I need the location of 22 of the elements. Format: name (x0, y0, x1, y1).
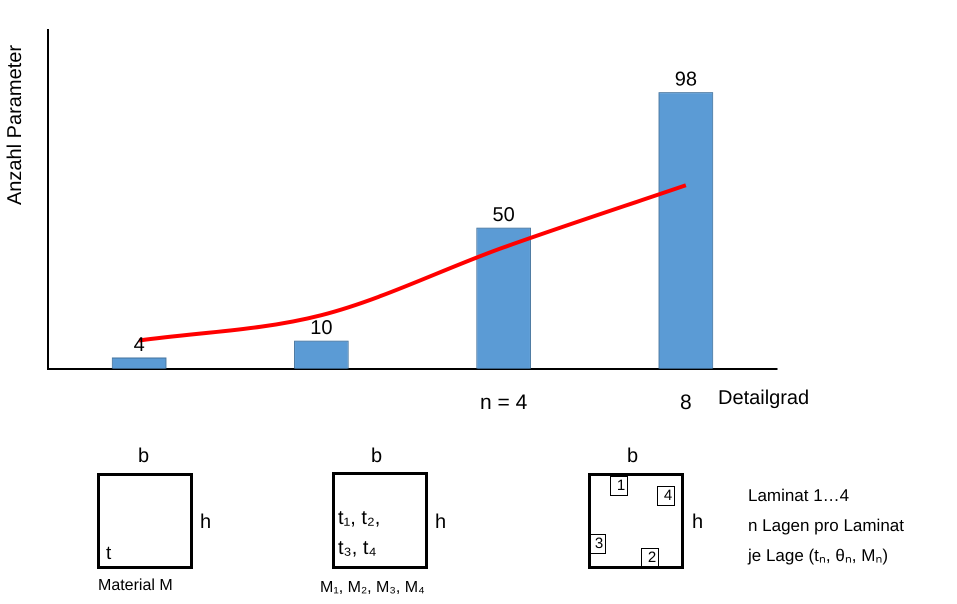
data-label: 4 (134, 334, 145, 356)
text: M₁, M₂, M₃, M₄ (320, 579, 425, 596)
data-label: 50 (492, 204, 515, 226)
text: je Lage (tₙ, θₙ, Mₙ) (748, 546, 888, 565)
text: Material M (98, 577, 173, 594)
data-label: 10 (310, 317, 332, 340)
text: Laminat 1…4 (748, 486, 850, 505)
data-label: 98 (674, 68, 697, 91)
x-tick-label: n = 4 (480, 391, 528, 414)
text: b (627, 445, 638, 467)
text: b (138, 445, 150, 467)
text: t (106, 543, 112, 564)
text: h (200, 511, 212, 533)
y-axis-title: Anzahl Parameter (4, 44, 26, 208)
text: n Lagen pro Laminat (748, 516, 904, 535)
text: t₃, t₄ (338, 537, 377, 559)
x-axis-title: Detailgrad (718, 387, 810, 409)
x-tick-label: 8 (680, 391, 692, 414)
text: t₁, t₂, (338, 507, 380, 529)
text: h (435, 511, 446, 533)
text: h (692, 511, 704, 533)
text: b (371, 445, 382, 467)
